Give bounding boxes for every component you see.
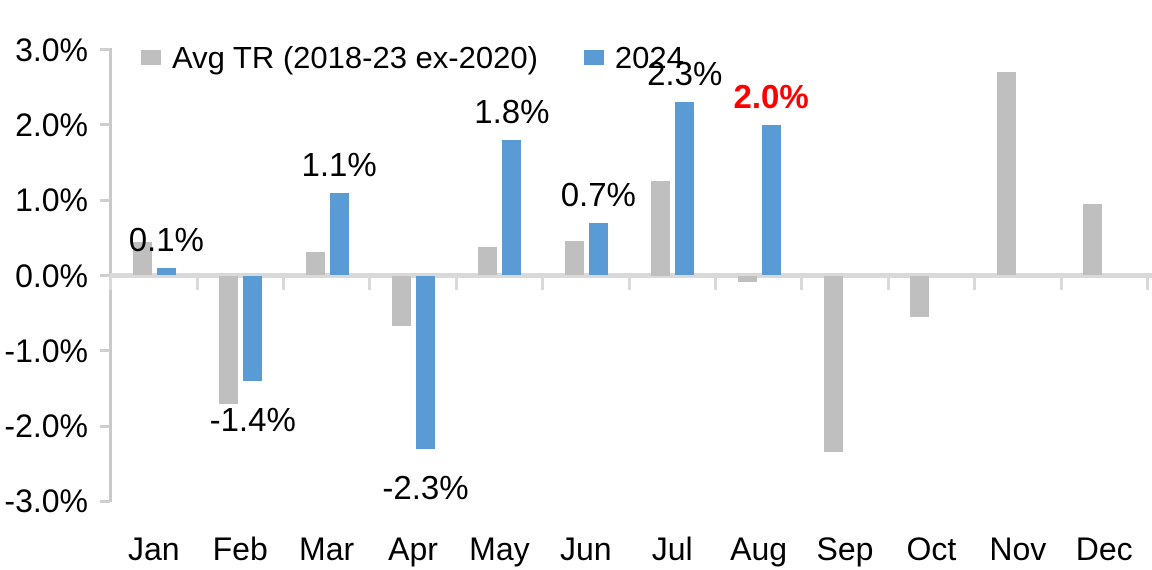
y-tick-mark xyxy=(100,123,110,127)
legend-label-2024: 2024 xyxy=(614,39,684,75)
x-axis-label-mar: Mar xyxy=(299,531,355,567)
x-tick-mark xyxy=(800,277,804,290)
bar-avg-jul xyxy=(651,181,671,276)
x-axis-label-jul: Jul xyxy=(651,531,693,567)
y-tick-label-0.0%: 0.0% xyxy=(15,257,88,294)
x-tick-mark xyxy=(109,277,113,290)
y-tick-label--3.0%: -3.0% xyxy=(4,483,88,520)
x-tick-mark xyxy=(1059,277,1063,290)
legend-swatch-blue-icon xyxy=(583,49,604,65)
bar-avg-jun xyxy=(564,240,584,276)
x-axis-label-oct: Oct xyxy=(906,531,957,567)
bar-2024-jun xyxy=(588,222,608,276)
bar-avg-sep xyxy=(824,275,843,453)
x-tick-mark xyxy=(281,277,285,290)
x-tick-mark xyxy=(973,277,977,290)
data-label-feb: -1.4% xyxy=(209,400,296,438)
y-tick-label--1.0%: -1.0% xyxy=(4,332,88,369)
y-tick-mark xyxy=(100,274,110,277)
data-label-jun: 0.7% xyxy=(560,175,636,213)
x-axis-label-jun: Jun xyxy=(560,531,612,567)
bar-2024-mar xyxy=(329,192,349,276)
bar-avg-nov xyxy=(996,72,1016,276)
bar-avg-feb xyxy=(219,275,239,404)
y-tick-mark xyxy=(100,349,110,353)
bar-2024-jul xyxy=(675,102,695,276)
bar-2024-feb xyxy=(243,275,263,381)
y-tick-mark xyxy=(100,198,110,202)
bar-avg-may xyxy=(478,246,498,276)
chart-legend: Avg TR (2018-23 ex-2020) 2024 xyxy=(141,40,684,74)
y-tick-mark xyxy=(100,499,110,503)
data-label-mar: 1.1% xyxy=(301,145,377,183)
x-axis-label-dec: Dec xyxy=(1075,531,1133,567)
data-label-may: 1.8% xyxy=(474,92,550,130)
bar-avg-oct xyxy=(910,275,930,317)
x-tick-mark xyxy=(1145,277,1149,290)
x-tick-mark xyxy=(627,277,631,290)
data-label-apr: -2.3% xyxy=(382,468,469,506)
x-axis-label-aug: Aug xyxy=(730,531,788,567)
x-axis-label-apr: Apr xyxy=(388,531,438,567)
bar-avg-aug xyxy=(737,275,757,282)
x-tick-mark xyxy=(368,277,372,290)
data-label-jan: 0.1% xyxy=(128,220,204,258)
x-axis-label-nov: Nov xyxy=(989,531,1047,567)
legend-item-2024: 2024 xyxy=(583,39,684,75)
data-label-aug: 2.0% xyxy=(733,77,809,115)
bar-2024-may xyxy=(502,139,522,276)
data-label-jul: 2.3% xyxy=(647,55,723,93)
bar-avg-jan xyxy=(132,242,152,276)
x-tick-mark xyxy=(454,277,458,290)
bar-2024-apr xyxy=(416,275,435,449)
y-tick-label-1.0%: 1.0% xyxy=(15,182,88,219)
x-tick-mark xyxy=(713,277,717,290)
legend-swatch-gray-icon xyxy=(141,49,161,65)
legend-label-avg-tr: Avg TR (2018-23 ex-2020) xyxy=(172,39,538,75)
zero-axis-line xyxy=(110,273,1152,278)
y-tick-mark xyxy=(100,48,110,52)
y-tick-label-3.0%: 3.0% xyxy=(15,31,88,68)
bar-2024-aug xyxy=(761,124,781,276)
x-axis-label-sep: Sep xyxy=(816,531,874,567)
y-tick-mark xyxy=(100,424,110,428)
legend-item-avg-tr: Avg TR (2018-23 ex-2020) xyxy=(141,42,538,73)
bar-2024-jan xyxy=(156,267,176,276)
x-axis-label-feb: Feb xyxy=(212,531,268,567)
x-axis-label-may: May xyxy=(469,531,530,567)
bar-avg-dec xyxy=(1083,203,1103,276)
x-axis-label-jan: Jan xyxy=(128,531,180,567)
x-tick-mark xyxy=(195,277,199,290)
y-tick-label-2.0%: 2.0% xyxy=(15,106,88,143)
bar-avg-apr xyxy=(392,275,411,326)
bar-avg-mar xyxy=(305,252,325,276)
x-tick-mark xyxy=(886,277,890,290)
x-tick-mark xyxy=(541,277,545,290)
y-tick-label--2.0%: -2.0% xyxy=(4,408,88,445)
